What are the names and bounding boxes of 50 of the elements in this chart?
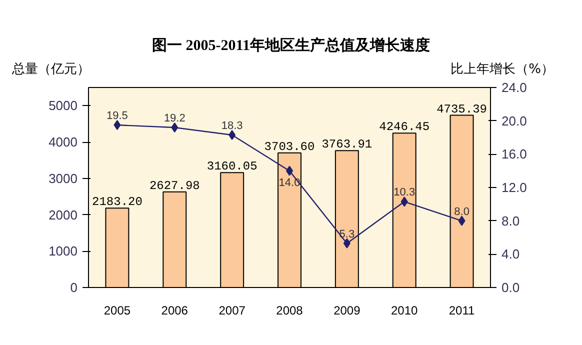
data-label: 3160.05 [206,160,258,174]
data-label: 2183.20 [92,195,142,210]
bar [392,132,416,288]
data-label: 4735.39 [436,102,488,116]
y2-tick-label: 12.0 [502,180,527,195]
y-tick-label: 1000 [48,244,78,259]
x-tick-label: 2010 [391,304,418,318]
data-label: 3763.91 [322,138,372,152]
bar [105,208,130,288]
chart-title: 图一 2005-2011年地区生产总值及增长速度 [151,36,431,56]
data-label: 19.2 [164,112,186,124]
x-tick-label: 2005 [104,304,131,318]
y-tick-label: 3000 [48,170,78,186]
point [400,196,408,207]
point [228,130,236,140]
y2-axis-title: 比上年增长（%） [450,61,554,79]
bar [450,114,474,288]
y2-tick-label: 8.0 [502,213,520,228]
data-label: 19.5 [106,110,128,122]
y2-tick-label: 16.0 [502,146,527,162]
x-tick-label: 2007 [218,304,246,318]
data-label: 4246.45 [379,120,430,134]
data-label: 8.0 [454,206,470,218]
y-tick-label: 4000 [48,134,78,150]
data-label: 5.3 [339,228,355,240]
data-label: 14.0 [278,176,300,189]
y2-tick-label: 4.0 [502,246,520,262]
data-label: 3703.60 [264,140,315,154]
point [458,216,466,226]
y-tick-label: 0 [70,280,78,295]
x-tick-label: 2006 [161,304,188,318]
point [171,122,178,132]
y-tick-label: 5000 [48,98,78,114]
bar [334,150,359,288]
y2-tick-label: 20.0 [502,113,527,128]
data-label: 18.3 [221,120,243,132]
data-label: 10.3 [394,186,416,199]
y2-tick-label: 0.0 [502,280,520,295]
y-tick-label: 2000 [48,207,78,222]
x-tick-label: 2009 [334,304,361,318]
y-axis-title: 总量（亿元） [12,61,90,79]
x-tick-label: 2008 [276,304,304,318]
x-tick-label: 2011 [448,304,476,318]
y2-tick-label: 24.0 [502,80,527,95]
bar [278,152,302,288]
bar [162,191,187,288]
bar [220,172,244,288]
point [343,238,350,248]
point [114,120,121,130]
data-label: 2627.98 [149,178,200,193]
